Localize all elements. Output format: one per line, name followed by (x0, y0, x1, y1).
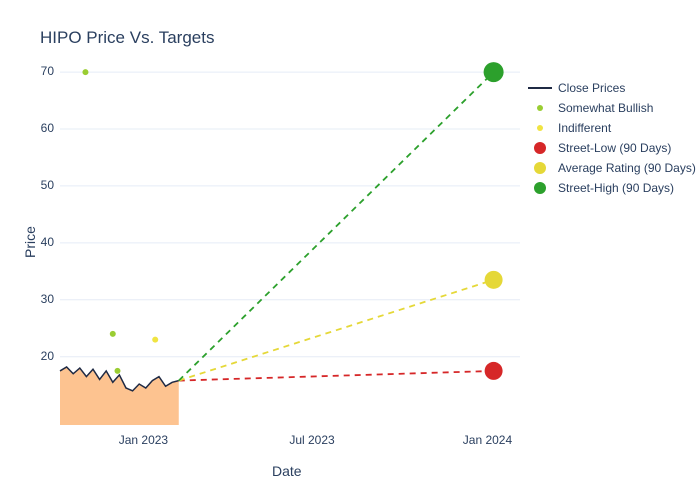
legend-swatch-dot (537, 125, 543, 131)
legend-label: Somewhat Bullish (558, 101, 653, 115)
x-tick: Jan 2024 (463, 433, 512, 447)
legend-swatch-line (528, 87, 552, 89)
legend-label: Street-Low (90 Days) (558, 141, 671, 155)
legend-swatch-dot (534, 162, 546, 174)
x-tick: Jul 2023 (289, 433, 334, 447)
legend-item: Average Rating (90 Days) (528, 158, 696, 178)
chart-svg (0, 0, 700, 500)
y-tick: 50 (41, 178, 54, 192)
legend-item: Close Prices (528, 78, 696, 98)
x-tick: Jan 2023 (119, 433, 168, 447)
y-tick: 60 (41, 121, 54, 135)
legend-item: Street-Low (90 Days) (528, 138, 696, 158)
legend-item: Somewhat Bullish (528, 98, 696, 118)
y-tick: 20 (41, 349, 54, 363)
legend-swatch-dot (534, 142, 546, 154)
legend-label: Street-High (90 Days) (558, 181, 674, 195)
legend-label: Indifferent (558, 121, 611, 135)
y-tick: 30 (41, 292, 54, 306)
legend-swatch-dot (534, 182, 546, 194)
legend-label: Close Prices (558, 81, 625, 95)
y-tick: 40 (41, 235, 54, 249)
legend-label: Average Rating (90 Days) (558, 161, 696, 175)
chart-container: HIPO Price Vs. Targets Price Date 203040… (0, 0, 700, 500)
legend-swatch-dot (537, 105, 543, 111)
legend-item: Indifferent (528, 118, 696, 138)
legend: Close Prices Somewhat Bullish Indifferent S… (528, 78, 696, 198)
legend-item: Street-High (90 Days) (528, 178, 696, 198)
y-tick: 70 (41, 64, 54, 78)
